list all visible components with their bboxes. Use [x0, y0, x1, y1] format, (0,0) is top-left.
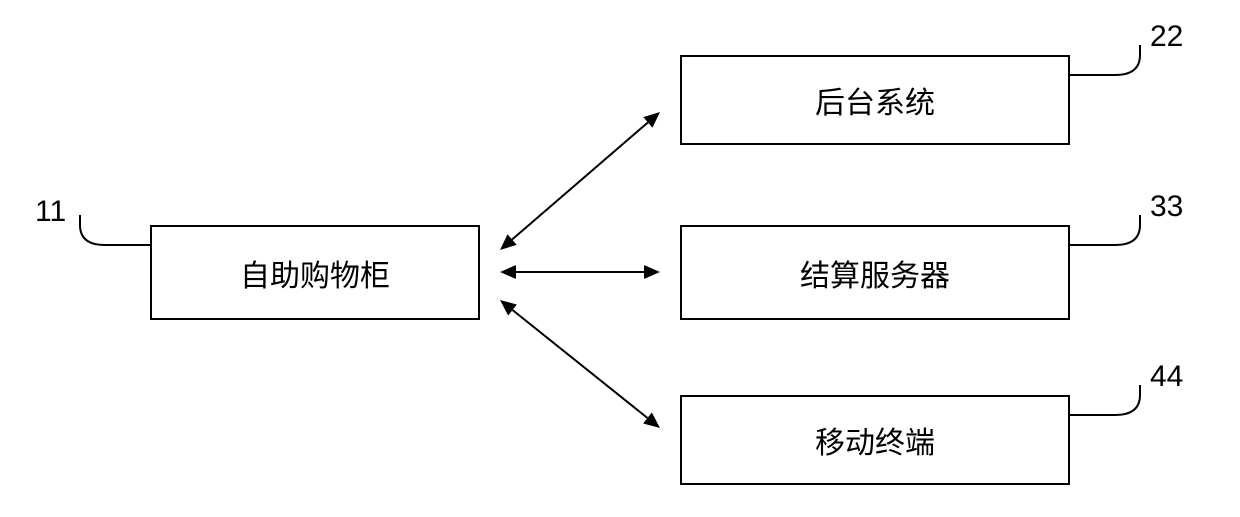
- reference-label-11: 11: [35, 195, 66, 229]
- reference-label-44: 44: [1150, 360, 1183, 394]
- reference-label-33: 33: [1150, 190, 1183, 224]
- node-mobile-terminal: 移动终端: [680, 395, 1070, 485]
- node-label: 移动终端: [815, 418, 935, 462]
- node-self-service-cabinet: 自助购物柜: [150, 225, 480, 320]
- reference-label-22: 22: [1150, 20, 1183, 54]
- node-backend-system: 后台系统: [680, 55, 1070, 145]
- node-label: 自助购物柜: [240, 251, 390, 295]
- node-label: 后台系统: [815, 78, 935, 122]
- node-settlement-server: 结算服务器: [680, 225, 1070, 320]
- diagram-canvas: 自助购物柜 后台系统 结算服务器 移动终端 11 22 33 44: [0, 0, 1240, 517]
- node-label: 结算服务器: [800, 251, 950, 295]
